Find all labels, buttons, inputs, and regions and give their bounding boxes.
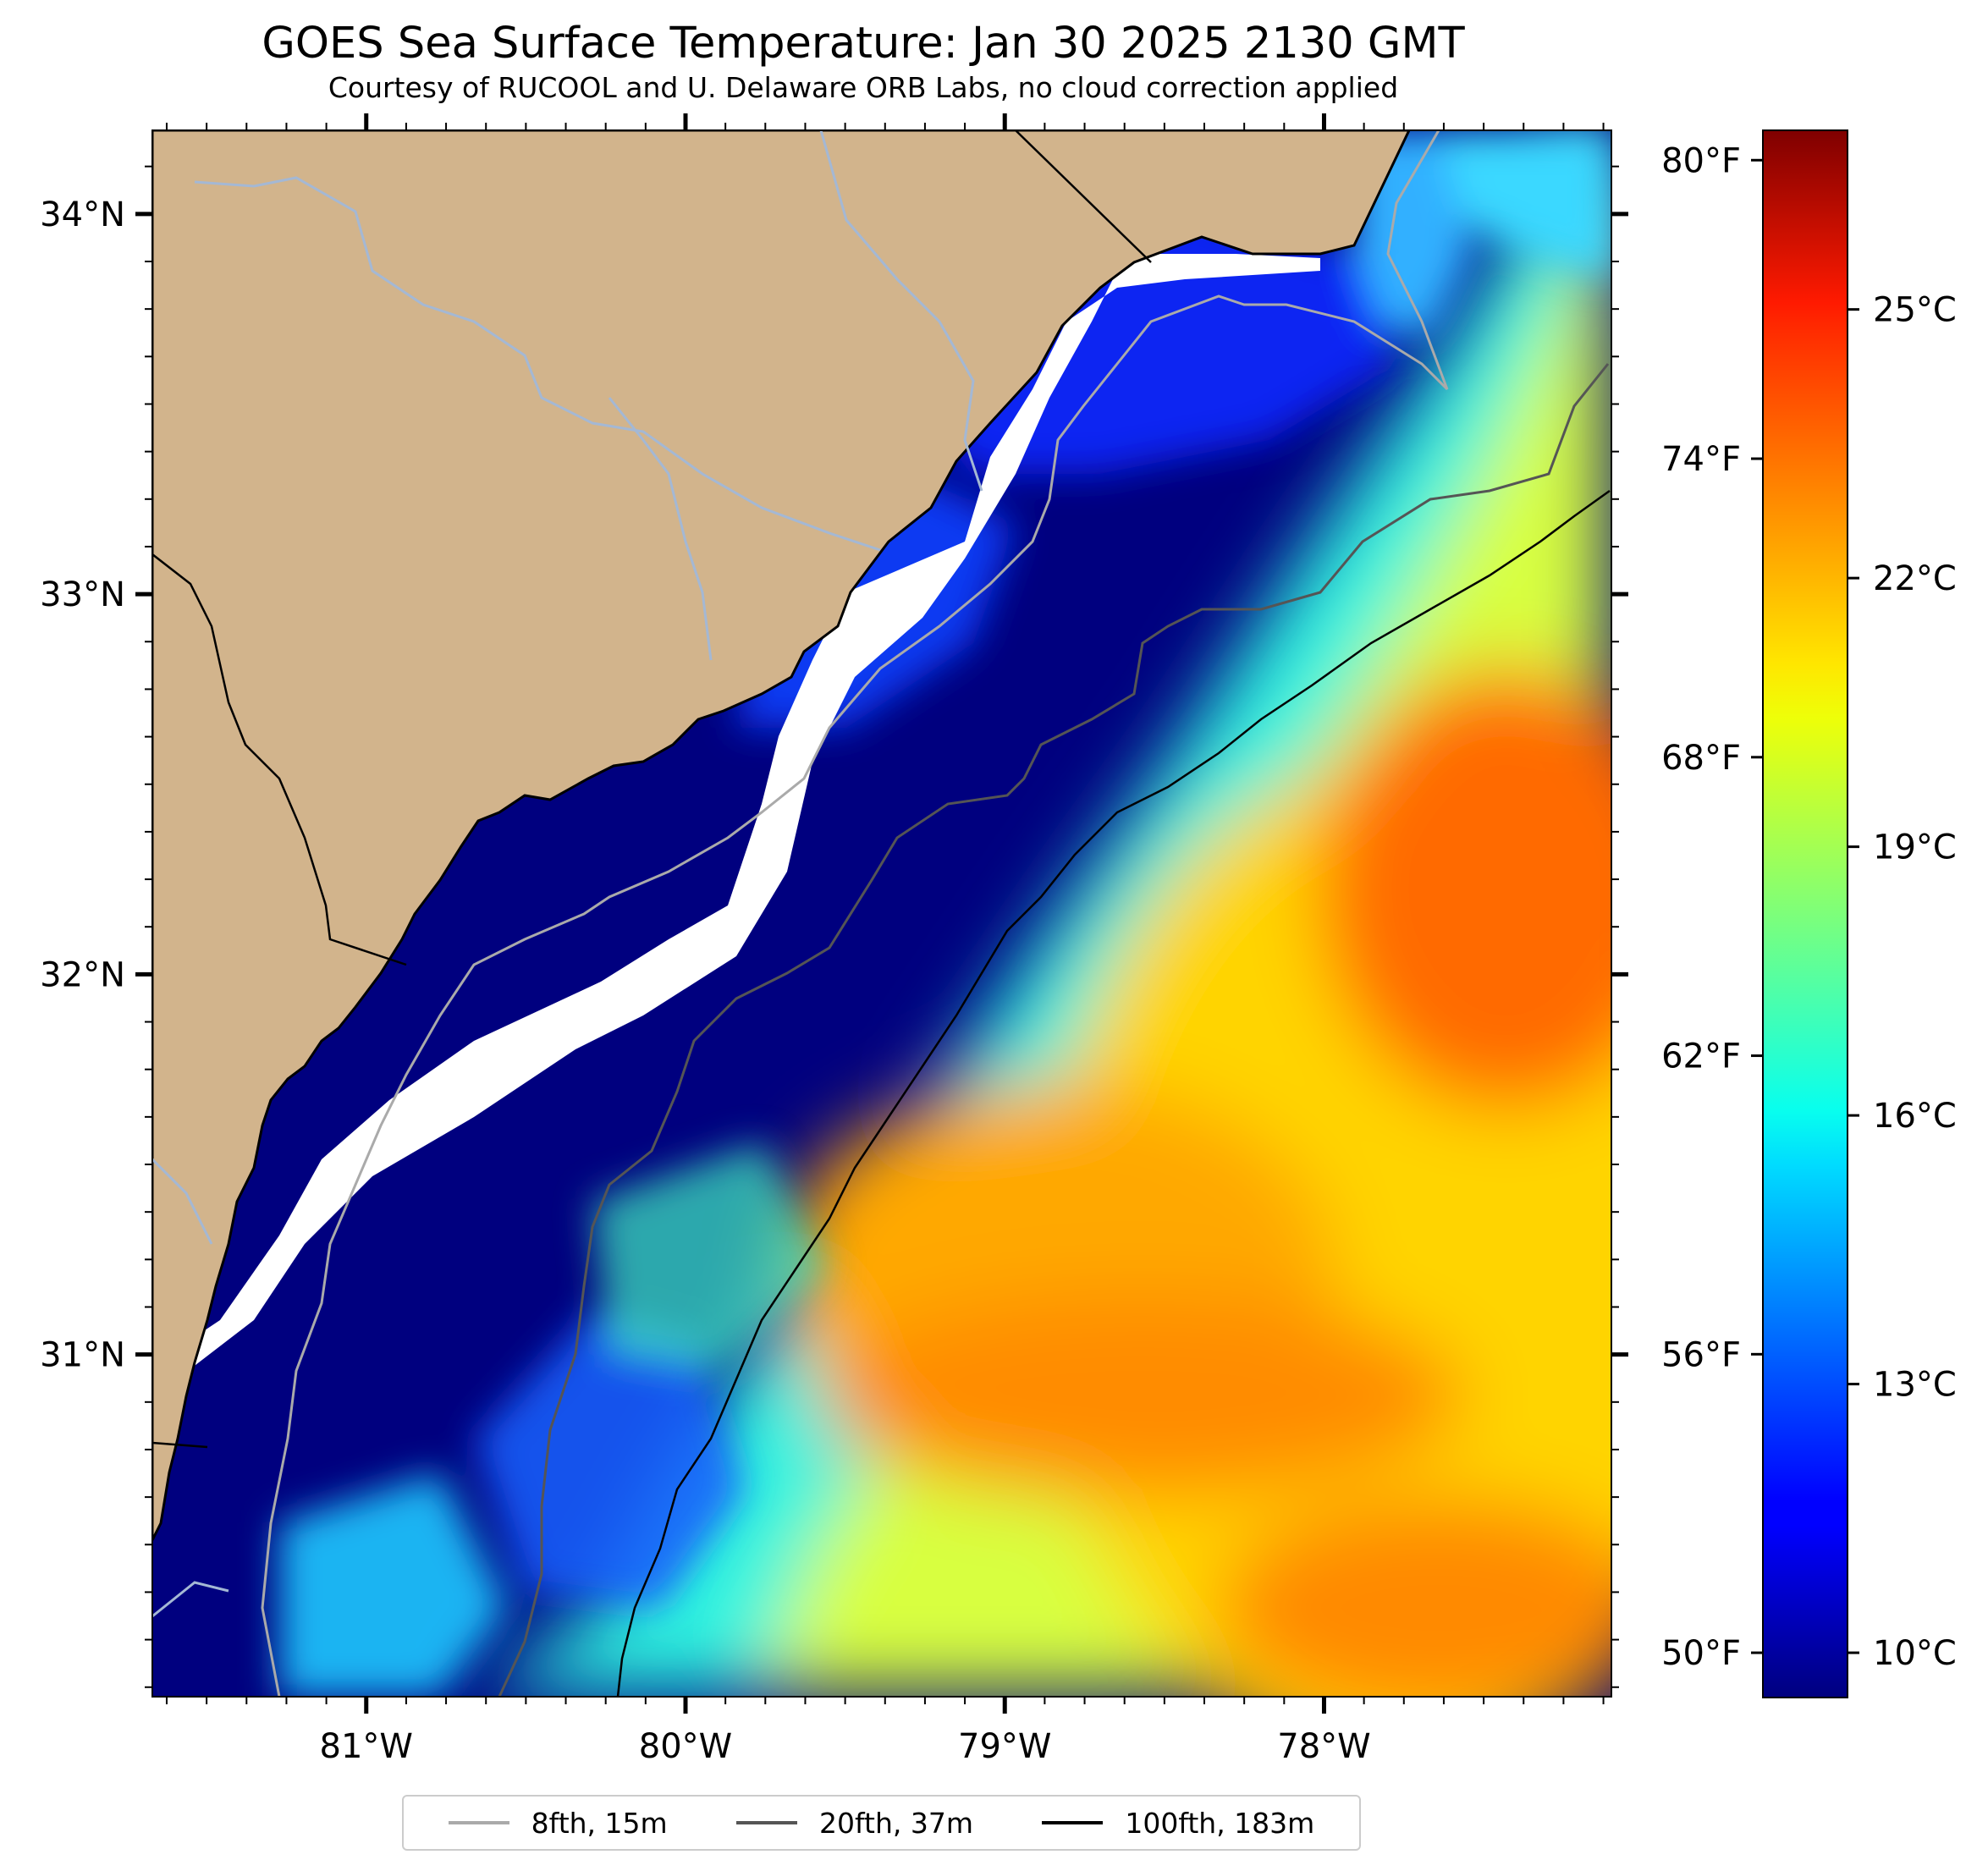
colorbar-label-f: 80°F <box>1661 141 1741 180</box>
isobath-8fth <box>261 130 1449 1697</box>
map-ticks: 81°W 80°W 79°W 78°W 34°N 33°N 32°N 31°N <box>40 113 1628 1766</box>
legend-swatch <box>1042 1821 1104 1824</box>
colorbar-label-c: 22°C <box>1873 559 1957 598</box>
legend-item-20fth: 20fth, 37m <box>736 1807 973 1840</box>
legend: 8fth, 15m 20fth, 37m 100fth, 183m <box>402 1795 1361 1851</box>
map-subtitle: Courtesy of RUCOOL and U. Delaware ORB L… <box>328 71 1399 104</box>
x-tick-label: 81°W <box>320 1727 413 1766</box>
y-tick-label: 32°N <box>40 955 125 994</box>
legend-swatch <box>448 1821 509 1824</box>
x-tick-label: 79°W <box>958 1727 1051 1766</box>
colorbar-label-c: 19°C <box>1873 828 1957 867</box>
legend-label: 100fth, 183m <box>1125 1806 1315 1840</box>
y-tick-label: 34°N <box>40 195 125 234</box>
isobath-20fth <box>498 363 1610 1697</box>
colorbar-label-f: 50°F <box>1661 1634 1741 1673</box>
sst-map: 81°W 80°W 79°W 78°W 34°N 33°N 32°N 31°N 25°C 22°… <box>40 113 1957 1766</box>
colorbar-label-f: 68°F <box>1661 739 1741 778</box>
colorbar-label-f: 56°F <box>1661 1335 1741 1374</box>
x-tick-label: 80°W <box>639 1727 732 1766</box>
land <box>152 130 1411 1541</box>
colorbar-label-c: 13°C <box>1873 1366 1957 1405</box>
legend-item-8fth: 8fth, 15m <box>448 1806 668 1840</box>
rivers <box>152 130 983 1618</box>
colorbar-label-c: 10°C <box>1873 1634 1957 1673</box>
colorbar-ticks: 25°C 22°C 19°C 16°C 13°C 10°C 80°F 74°F 68°F 62°F… <box>1661 141 1957 1673</box>
isobath-100fth <box>616 489 1611 1697</box>
y-tick-label: 31°N <box>40 1336 125 1375</box>
colorbar-label-f: 62°F <box>1661 1037 1741 1076</box>
map-frame <box>151 129 1612 1698</box>
colorbar-label-c: 25°C <box>1873 291 1957 330</box>
colorbar-label-c: 16°C <box>1873 1097 1957 1136</box>
state-borders <box>152 130 1152 1449</box>
legend-item-100fth: 100fth, 183m <box>1042 1807 1314 1840</box>
x-tick-label: 78°W <box>1277 1727 1370 1766</box>
no-data-band <box>152 254 1320 1399</box>
colorbar-label-f: 74°F <box>1661 440 1741 479</box>
legend-label: 20fth, 37m <box>819 1806 973 1840</box>
legend-swatch <box>736 1821 797 1824</box>
y-tick-label: 33°N <box>40 575 125 614</box>
land-mass <box>152 130 1411 1541</box>
map-title: GOES Sea Surface Temperature: Jan 30 202… <box>262 19 1465 69</box>
isobaths <box>261 130 1611 1697</box>
legend-label: 8fth, 15m <box>531 1806 668 1840</box>
colorbar <box>1762 129 1848 1698</box>
